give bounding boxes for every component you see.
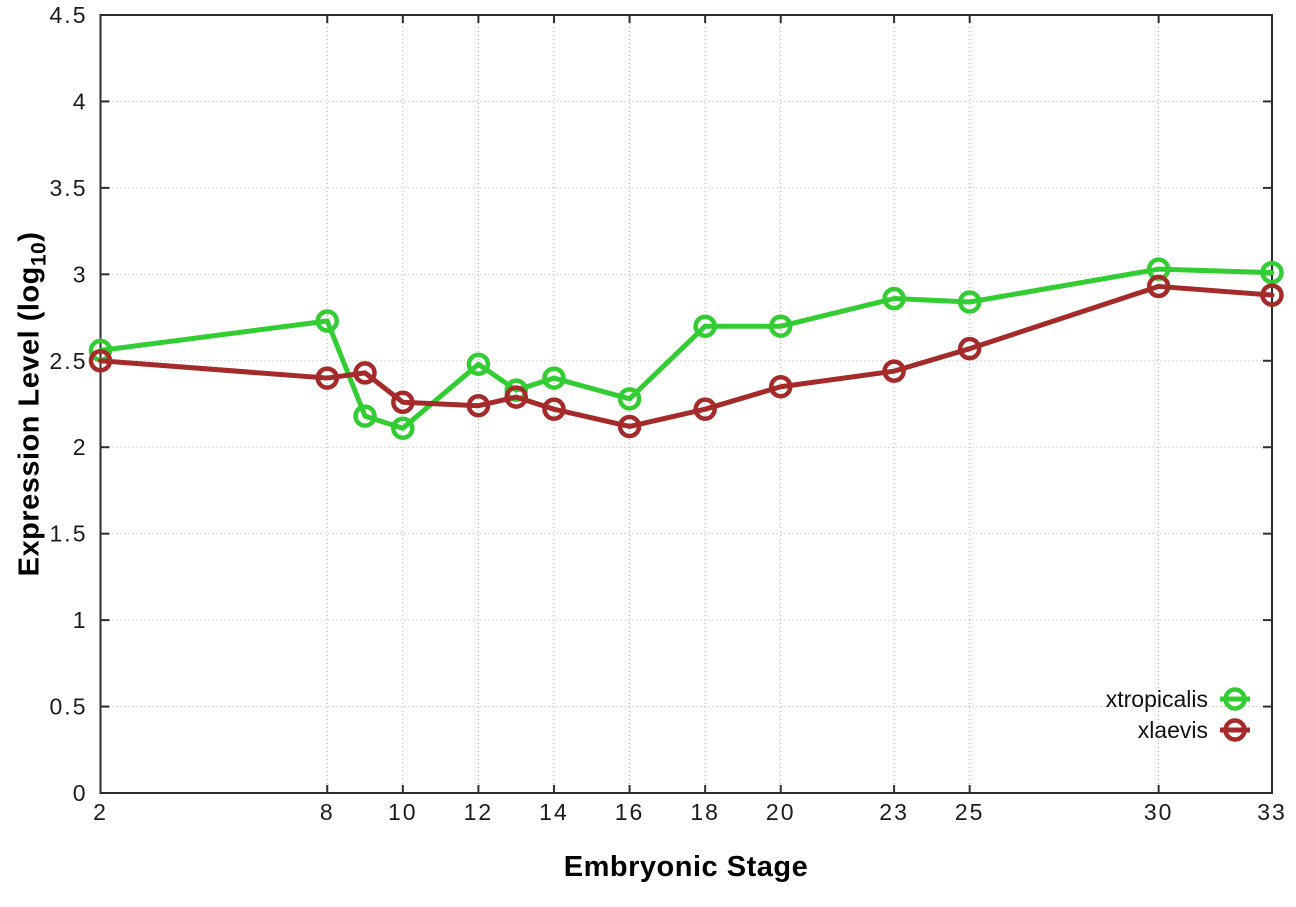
y-axis-label-text: Expression Level (log [13,266,46,577]
y-tick-label: 0 [73,780,88,806]
x-tick-label: 2 [93,799,108,825]
x-tick-label: 16 [615,799,645,825]
series-line-xtropicalis [98,266,1275,431]
y-tick-label: 4.5 [50,2,88,28]
series-line-xlaevis [98,283,1275,429]
legend-label: xtropicalis [1105,685,1208,712]
data-point-xtropicalis [466,352,491,376]
y-axis-label-subscript: 10 [27,241,51,267]
data-point-xlaevis [88,349,113,373]
x-tick-label: 10 [388,799,418,825]
data-point-xtropicalis [542,366,566,390]
y-tick-label: 4 [73,88,88,114]
line-marker-icon [1220,687,1250,711]
y-axis-label-close: ) [13,231,46,242]
y-tick-label: 2 [73,434,88,460]
data-point-xlaevis [542,397,566,421]
data-point-xlaevis [466,393,491,418]
data-point-xtropicalis [1260,260,1284,285]
x-tick-label: 25 [955,799,985,825]
data-point-xtropicalis [882,286,906,311]
data-point-xlaevis [353,361,377,385]
data-point-xtropicalis [391,416,415,440]
y-axis-label: Expression Level (log10) [13,231,51,577]
x-tick-label: 18 [690,799,720,825]
x-axis-label: Embryonic Stage [563,851,809,883]
x-tick-label: 20 [766,799,796,825]
data-point-xlaevis [617,414,642,439]
y-tick-label: 3.5 [50,175,88,201]
data-point-xlaevis [504,385,528,409]
x-tick-label: 30 [1144,799,1174,825]
x-tick-label: 14 [539,799,569,825]
data-point-xtropicalis [957,290,982,314]
data-point-xlaevis [391,390,415,415]
data-point-xtropicalis [315,309,339,333]
plot-border [99,14,1273,794]
legend-label: xlaevis [1137,716,1208,743]
line-marker-icon [1220,718,1250,742]
y-tick-label: 0.5 [50,694,88,720]
data-point-xtropicalis [353,404,377,428]
x-tick-label: 8 [320,799,335,825]
data-point-xlaevis [1146,274,1171,299]
data-point-xlaevis [1260,283,1284,307]
y-tick-label: 3 [73,261,88,287]
data-point-xtropicalis [617,387,642,411]
data-point-xlaevis [315,366,339,390]
data-point-xtropicalis [768,314,793,338]
data-point-xlaevis [693,397,717,421]
legend: xtropicalis xlaevis [1106,685,1252,744]
x-tick-label: 12 [464,799,494,825]
x-tick-label: 33 [1257,799,1287,825]
data-point-xlaevis [957,336,982,361]
legend-item-xlaevis: xlaevis [1138,716,1252,744]
data-point-xlaevis [768,374,793,399]
y-tick-label: 2.5 [50,348,88,374]
y-tick-label: 1.5 [50,521,88,547]
legend-item-xtropicalis: xtropicalis [1106,685,1252,713]
data-point-xtropicalis [693,314,717,338]
data-point-xlaevis [882,359,906,383]
y-tick-label: 1 [73,607,88,633]
x-tick-label: 23 [879,799,909,825]
